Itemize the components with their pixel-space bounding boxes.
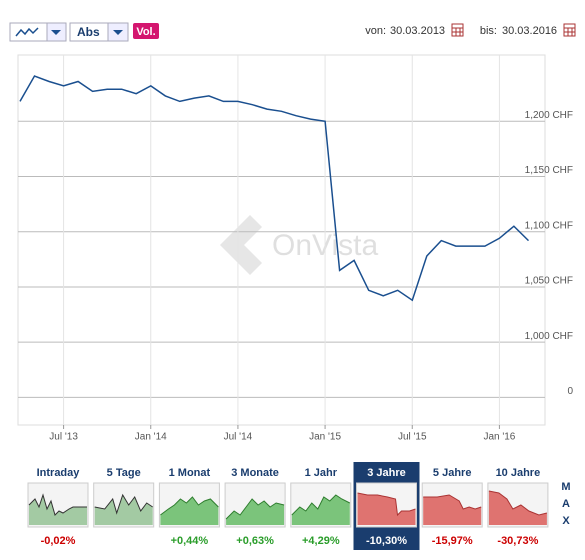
x-tick-label: Jan '15 — [309, 432, 341, 443]
calendar-icon[interactable] — [451, 23, 464, 37]
period-change: +0,63% — [236, 535, 274, 547]
thumbnail — [423, 494, 482, 525]
period-label: Intraday — [37, 467, 81, 479]
y-tick-label: 1,050 CHF — [525, 276, 573, 287]
thumbnail — [94, 493, 153, 525]
period-label: 5 Jahre — [433, 467, 472, 479]
period-tab[interactable]: 3 Jahre -10,30% — [353, 462, 420, 550]
thumbnail-line — [423, 494, 482, 510]
thumbnail — [160, 496, 219, 525]
thumbnail — [357, 492, 416, 525]
x-tick-label: Jul '13 — [49, 432, 78, 443]
x-tick-label: Jan '16 — [483, 432, 515, 443]
period-tab[interactable]: 1 Jahr +4,29% — [290, 467, 352, 547]
from-date[interactable]: 30.03.2013 — [390, 25, 445, 37]
x-tick-label: Jul '14 — [224, 432, 253, 443]
thumbnail-area — [357, 493, 416, 525]
chart-type-dropdown[interactable] — [9, 22, 67, 42]
volume-label: Vol. — [136, 26, 155, 38]
thumbnail-area — [29, 495, 87, 525]
price-line — [19, 75, 530, 302]
max-letter[interactable]: M — [561, 481, 570, 493]
dropdown-arrow — [51, 30, 61, 35]
period-label: 1 Jahr — [305, 467, 338, 479]
thumbnail — [488, 490, 548, 525]
mode-label: Abs — [77, 25, 100, 39]
thumbnail-area — [226, 499, 285, 525]
y-tick-label: 1,100 CHF — [525, 220, 573, 231]
period-change: -15,97% — [432, 535, 473, 547]
max-letter[interactable]: A — [562, 498, 570, 510]
y-tick-label: 1,000 CHF — [525, 331, 573, 342]
max-letter[interactable]: X — [562, 515, 570, 527]
thumbnail-line — [488, 490, 548, 516]
thumbnail-line — [28, 493, 87, 516]
plot-frame — [17, 54, 546, 426]
thumbnail-line — [160, 496, 219, 516]
y-tick-label: 1,150 CHF — [525, 165, 573, 176]
thumbnail-area — [488, 491, 547, 525]
period-tab[interactable]: 5 Tage — [93, 467, 155, 528]
thumbnail-area — [291, 495, 350, 525]
y-tick-label: 0 — [567, 386, 573, 397]
dropdown-arrow — [113, 30, 123, 35]
calendar-icon[interactable] — [563, 23, 576, 37]
thumbnail — [28, 493, 87, 525]
period-label: 3 Jahre — [367, 467, 406, 479]
period-change: -0,02% — [41, 535, 76, 547]
period-tabs: Intraday -0,02% 5 Tage 1 Monat +0,44% 3 Monat… — [27, 462, 571, 550]
thumbnail-area — [160, 497, 219, 525]
from-label: von: — [365, 25, 386, 37]
watermark: OnVista — [220, 215, 378, 275]
line-icon — [15, 27, 39, 37]
mode-dropdown[interactable]: Abs — [69, 22, 129, 42]
period-label: 5 Tage — [107, 467, 141, 479]
thumbnail-area — [94, 495, 153, 525]
watermark-logo — [220, 215, 262, 275]
period-label: 10 Jahre — [496, 467, 541, 479]
thumbnail-line — [357, 492, 416, 517]
thumbnail-line — [291, 494, 351, 516]
period-tab[interactable]: 10 Jahre -30,73% — [487, 467, 549, 547]
y-tick-label: 1,200 CHF — [525, 110, 573, 121]
plot: 0 1,000 CHF 1,050 CHF 1,100 CHF 1,150 CHF 1,2… — [18, 55, 573, 443]
period-change: -30,73% — [497, 535, 538, 547]
period-change: -10,30% — [366, 535, 407, 547]
period-label: 1 Monat — [169, 467, 211, 479]
thumbnail — [291, 494, 351, 525]
volume-button[interactable]: Vol. — [133, 23, 159, 39]
x-tick-label: Jan '14 — [135, 432, 167, 443]
volume-box — [133, 23, 159, 39]
thumbnail — [225, 498, 285, 525]
to-date[interactable]: 30.03.2016 — [502, 25, 557, 37]
period-change: +4,29% — [302, 535, 340, 547]
thumbnail-line — [225, 498, 285, 520]
x-tick-label: Jul '15 — [398, 432, 427, 443]
thumbnail-area — [423, 495, 482, 525]
period-change: +0,44% — [171, 535, 209, 547]
period-tab[interactable]: 3 Monate +0,63% — [224, 467, 286, 547]
thumbnail-line — [94, 493, 153, 515]
period-tab[interactable]: 5 Jahre -15,97% — [421, 467, 483, 547]
to-label: bis: — [480, 25, 497, 37]
period-label: 3 Monate — [231, 467, 279, 479]
period-tab[interactable]: Intraday -0,02% — [27, 467, 89, 547]
period-tab[interactable]: 1 Monat +0,44% — [158, 467, 220, 547]
